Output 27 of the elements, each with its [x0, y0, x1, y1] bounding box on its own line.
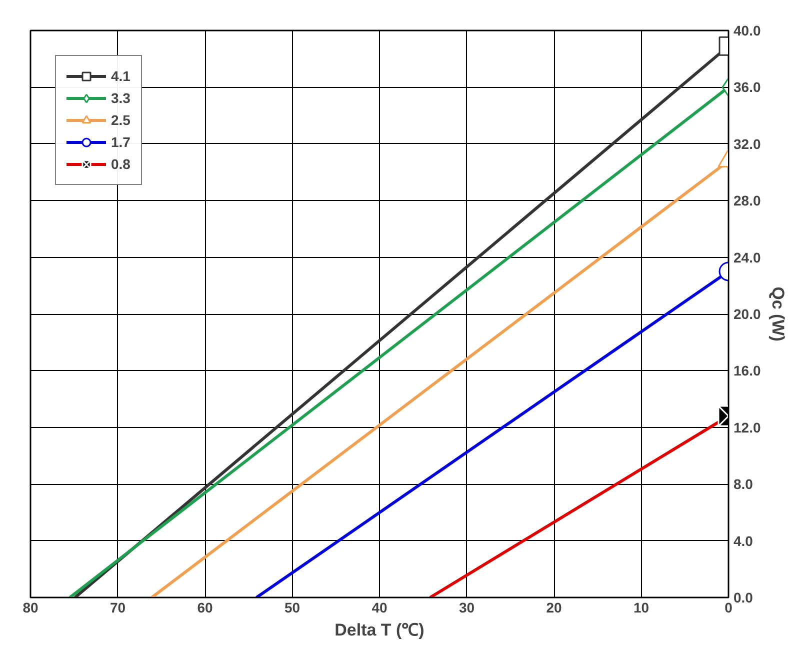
y-tick-label: 16.0	[734, 362, 761, 379]
y-tick-label: 40.0	[734, 22, 761, 38]
y-tick-label: 12.0	[734, 419, 761, 436]
x-tick-label: 80	[22, 600, 38, 616]
x-tick-label: 70	[110, 600, 126, 616]
x-tick-label: 0	[724, 600, 733, 616]
y-axis-title: Qc (W)	[768, 286, 788, 342]
x-tick-label: 60	[197, 600, 213, 616]
legend-label: 2.5	[111, 112, 131, 128]
y-tick-label: 20.0	[734, 306, 761, 322]
y-tick-label: 28.0	[734, 192, 761, 209]
x-tick-label: 10	[633, 600, 650, 616]
y-tick-label: 0.0	[734, 590, 754, 606]
legend-label: 0.8	[111, 156, 131, 172]
y-tick-label: 32.0	[734, 136, 761, 152]
x-axis-title: Delta T (℃)	[334, 620, 424, 640]
x-tick-label: 50	[284, 600, 300, 616]
y-tick-label: 36.0	[734, 79, 761, 96]
legend-label: 4.1	[111, 68, 131, 84]
y-tick-label: 24.0	[734, 249, 761, 266]
legend-label: 1.7	[111, 134, 131, 150]
y-tick-label: 8.0	[734, 476, 754, 492]
y-tick-label: 4.0	[734, 532, 754, 549]
x-tick-label: 40	[372, 600, 388, 616]
legend-label: 3.3	[111, 90, 131, 106]
x-tick-label: 30	[458, 600, 475, 616]
x-tick-label: 20	[546, 600, 562, 616]
